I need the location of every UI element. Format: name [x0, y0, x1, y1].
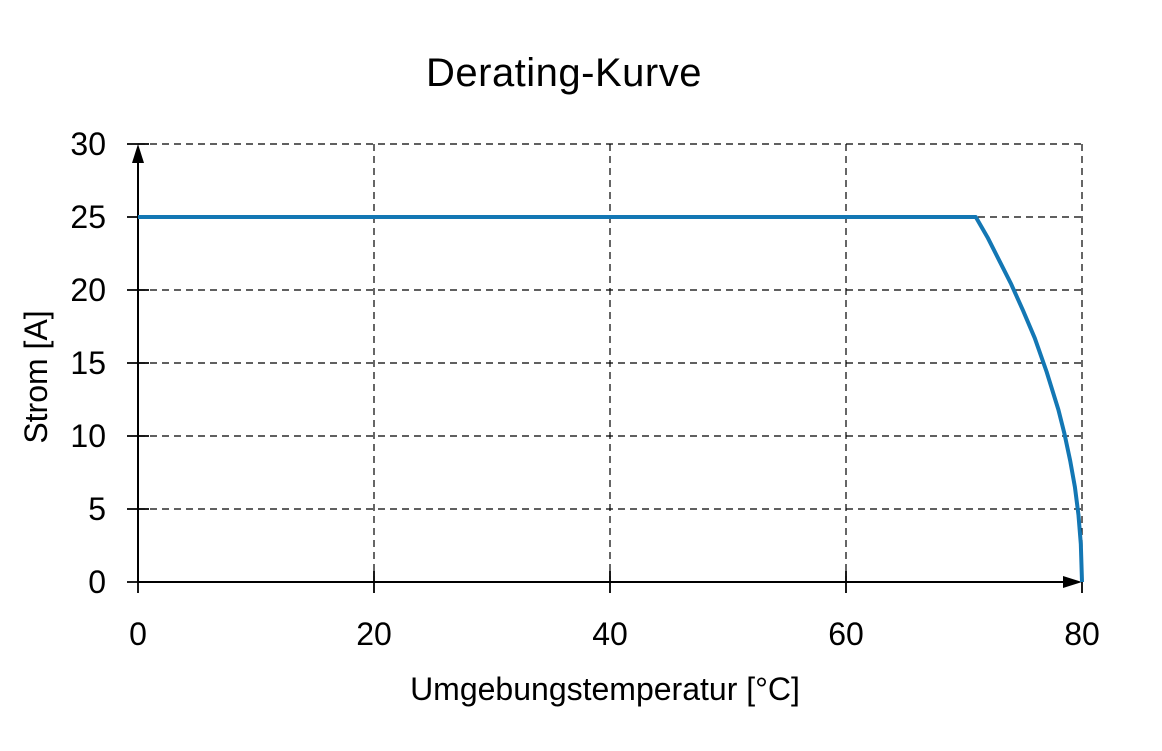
y-axis-label: Strom [A]	[18, 310, 54, 443]
y-tick-label-10: 10	[70, 418, 106, 454]
chart-title: Derating-Kurve	[426, 51, 702, 95]
x-tick-labels: 0 20 40 60 80	[129, 616, 1100, 652]
y-tick-label-25: 25	[70, 199, 106, 235]
series-lines	[138, 215, 1084, 583]
derating-curve-line	[138, 215, 1084, 583]
x-tick-label-80: 80	[1064, 616, 1100, 652]
y-tick-label-5: 5	[88, 491, 106, 527]
y-axis-arrow-icon	[132, 144, 144, 163]
x-axis-label: Umgebungstemperatur [°C]	[410, 671, 800, 707]
x-tick-label-20: 20	[356, 616, 392, 652]
y-tick-label-30: 30	[70, 126, 106, 162]
y-tick-label-0: 0	[88, 564, 106, 600]
x-tick-label-60: 60	[828, 616, 864, 652]
axes	[132, 144, 1082, 588]
x-tick-label-40: 40	[592, 616, 628, 652]
gridlines	[138, 143, 1083, 582]
y-tick-label-15: 15	[70, 345, 106, 381]
x-tick-label-0: 0	[129, 616, 147, 652]
y-tick-label-20: 20	[70, 272, 106, 308]
tick-marks	[127, 143, 1083, 593]
x-axis-arrow-icon	[1063, 576, 1082, 588]
y-tick-labels: 0 5 10 15 20 25 30	[70, 126, 106, 600]
